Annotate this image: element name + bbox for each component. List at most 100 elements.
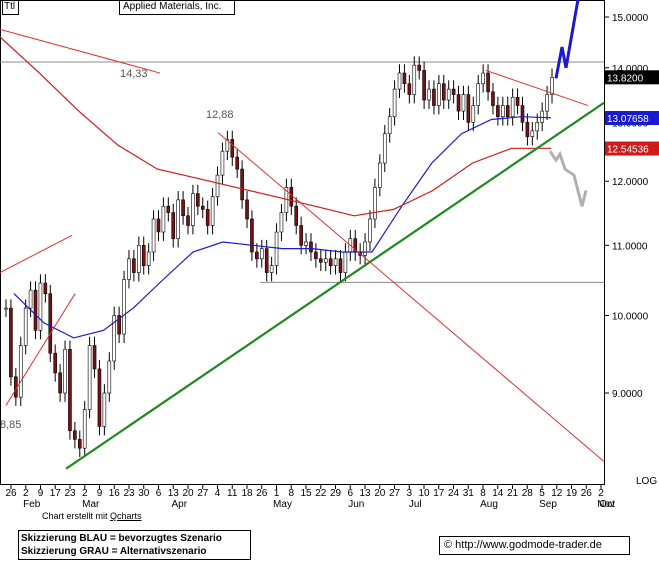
scenario-blue-note: Skizzierung BLAU = bevorzugtes Szenario: [21, 533, 222, 544]
x-tick-label: 16: [109, 488, 121, 499]
x-tick-label: 2: [82, 488, 88, 499]
support-trendline: [65, 101, 605, 470]
candle-body: [196, 193, 200, 207]
qcharts-link[interactable]: Qcharts: [110, 511, 142, 521]
grey-scenario-sketch: [548, 150, 588, 207]
candle-body: [156, 218, 161, 233]
x-tick-label: 19: [566, 488, 578, 499]
log-scale-label: LOG: [636, 476, 657, 487]
lower-channel-line: [5, 293, 76, 406]
candle-body: [250, 218, 254, 253]
month-label: Jul: [409, 499, 422, 510]
candle-body: [456, 94, 461, 112]
x-tick-label: 22: [315, 488, 327, 499]
x-tick-label: 27: [389, 488, 401, 499]
candle-body: [161, 205, 166, 233]
month-label: Jun: [348, 499, 364, 510]
candle-body: [343, 251, 348, 273]
chart-credit: Chart erstellt mit Qcharts: [42, 511, 142, 521]
candle-body: [38, 282, 43, 331]
candle-body: [446, 88, 451, 101]
x-tick-label: 2: [23, 488, 29, 499]
candle-body: [294, 205, 299, 226]
y-tick-label: 12.0000: [612, 177, 649, 188]
month-label: Aug: [480, 499, 498, 510]
resistance-trendline: [217, 132, 605, 462]
candle-body: [43, 282, 48, 294]
candle-body: [441, 83, 446, 101]
candle-body: [432, 88, 436, 106]
price-annotation: 8,85: [0, 419, 21, 431]
candle-body: [510, 96, 515, 117]
candle-body: [23, 307, 28, 346]
candle-body: [112, 315, 117, 362]
candle-body: [437, 83, 441, 106]
candle-body: [333, 258, 338, 266]
candle-body: [53, 352, 57, 374]
candle-body: [137, 244, 141, 273]
candle-body: [151, 218, 156, 253]
candle-body: [68, 349, 72, 432]
candle-body: [550, 77, 554, 95]
candle-body: [28, 289, 33, 309]
candle-body: [181, 199, 185, 217]
x-tick-label: 17: [433, 488, 445, 499]
x-tick-label: 5: [539, 488, 545, 499]
candle-body: [146, 251, 151, 266]
candle-body: [309, 241, 313, 253]
candle-body: [382, 133, 387, 164]
candle-body: [171, 212, 176, 239]
month-label: May: [273, 499, 292, 510]
candle-body: [73, 430, 77, 440]
moving-average-blue-line: [13, 116, 552, 339]
candle-body: [176, 199, 180, 239]
channel-top-line: [0, 234, 73, 274]
x-tick-label: 10: [418, 488, 430, 499]
month-label: Feb: [23, 499, 41, 510]
short-term-resistance-line: [485, 69, 589, 107]
candle-body: [328, 258, 333, 266]
x-tick-label: 17: [50, 488, 62, 499]
upper-channel-line: [0, 28, 161, 74]
x-tick-label: 9: [97, 488, 103, 499]
candle-body: [338, 258, 343, 273]
candle-body: [427, 88, 431, 101]
candle-body: [476, 83, 481, 106]
candle-body: [255, 251, 259, 260]
candle-body: [210, 196, 215, 226]
x-tick-label: 15: [300, 488, 312, 499]
x-tick-label: 3: [406, 488, 412, 499]
price-annotation: 12,88: [206, 109, 234, 121]
candle-body: [323, 258, 328, 263]
candle-body: [92, 345, 97, 370]
candle-body: [319, 258, 323, 263]
website-credit: © http://www.godmode-trader.de: [439, 536, 630, 555]
candle-body: [461, 94, 466, 112]
candle-body: [122, 279, 126, 335]
candle-body: [117, 315, 121, 335]
candle-body: [240, 168, 244, 201]
x-tick-label: 6: [347, 488, 353, 499]
candle-body: [235, 156, 239, 170]
candle-body: [58, 372, 62, 394]
scenario-legend: Skizzierung BLAU = bevorzugtes Szenario …: [18, 530, 251, 560]
candle-body: [230, 139, 235, 158]
x-tick-label: 12: [551, 488, 563, 499]
x-tick-label: 28: [522, 488, 534, 499]
x-tick-label: 26: [581, 488, 593, 499]
x-tick-label: 21: [507, 488, 519, 499]
x-tick-label: 1: [274, 488, 280, 499]
website-link[interactable]: http://www.godmode-trader.de: [455, 539, 602, 551]
candle-body: [505, 105, 510, 117]
month-label: Nov: [597, 499, 615, 510]
price-label-box: [605, 70, 659, 85]
candle-body: [141, 244, 146, 266]
candle-body: [259, 248, 264, 260]
candle-body: [378, 162, 382, 188]
x-tick-label: 26: [256, 488, 268, 499]
price-label: 13.8200: [607, 73, 644, 84]
x-tick-label: 23: [123, 488, 135, 499]
candle-body: [397, 72, 402, 90]
candle-body: [407, 83, 412, 95]
